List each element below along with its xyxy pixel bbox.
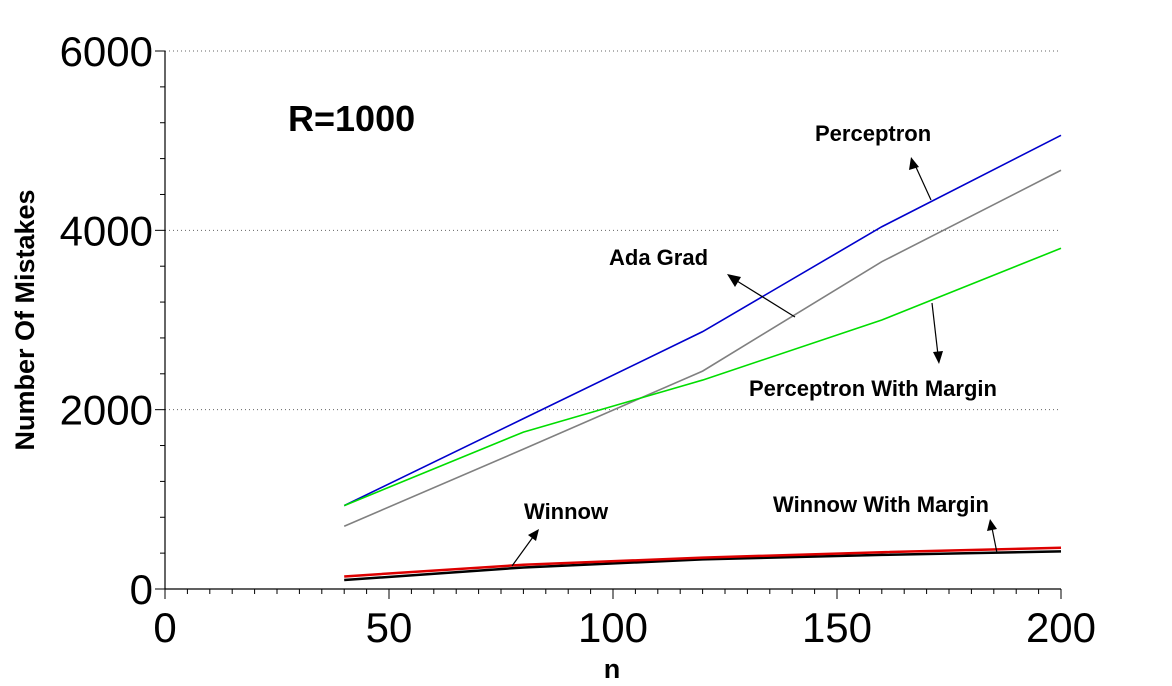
- series-line-perceptron-with-margin: [343, 247, 1062, 507]
- axes: [155, 50, 1062, 599]
- series-line-winnow: [344, 550, 1062, 582]
- y-tick-label: 0: [130, 566, 153, 613]
- x-tick-label: 100: [578, 604, 648, 651]
- winnow-arrow-head: [528, 529, 539, 541]
- winnow-arrow-line: [511, 536, 534, 567]
- y-tick-label: 4000: [60, 207, 153, 254]
- y-tick-label: 6000: [60, 28, 153, 75]
- series-line-perceptron: [343, 134, 1062, 507]
- winnow-margin-arrow-head: [987, 519, 997, 531]
- perceptron-margin-label: Perceptron With Margin: [749, 376, 997, 401]
- x-tick-label: 50: [366, 604, 413, 651]
- winnow-margin-arrow-line: [991, 527, 998, 554]
- perceptron-arrow-head: [909, 157, 919, 170]
- ada-grad-arrow-line: [736, 280, 796, 318]
- perceptron-margin-arrow-head: [933, 351, 943, 364]
- tick-labels: 0 2000 4000 6000 0 50 100 150 200: [60, 28, 1096, 651]
- r-label: R=1000: [288, 98, 415, 139]
- winnow-label: Winnow: [524, 499, 609, 524]
- series-lines: [343, 134, 1062, 582]
- perceptron-margin-arrow-line: [931, 302, 939, 356]
- series-line-ada-grad: [343, 169, 1062, 527]
- x-axis-title: n: [604, 654, 621, 684]
- perceptron-arrow-line: [914, 164, 932, 201]
- x-tick-label: 200: [1026, 604, 1096, 651]
- x-tick-label: 0: [153, 604, 176, 651]
- annotations: R=1000 Perceptron Ada Grad Perceptron Wi…: [288, 98, 998, 567]
- ada-grad-label: Ada Grad: [609, 245, 708, 270]
- y-axis-title: Number Of Mistakes: [10, 189, 40, 450]
- x-tick-label: 150: [802, 604, 872, 651]
- perceptron-label: Perceptron: [815, 121, 931, 146]
- winnow-margin-label: Winnow With Margin: [773, 492, 989, 517]
- series-line-winnow-with-margin: [344, 546, 1062, 578]
- y-tick-label: 2000: [60, 387, 153, 434]
- ada-grad-arrow-head: [727, 274, 741, 287]
